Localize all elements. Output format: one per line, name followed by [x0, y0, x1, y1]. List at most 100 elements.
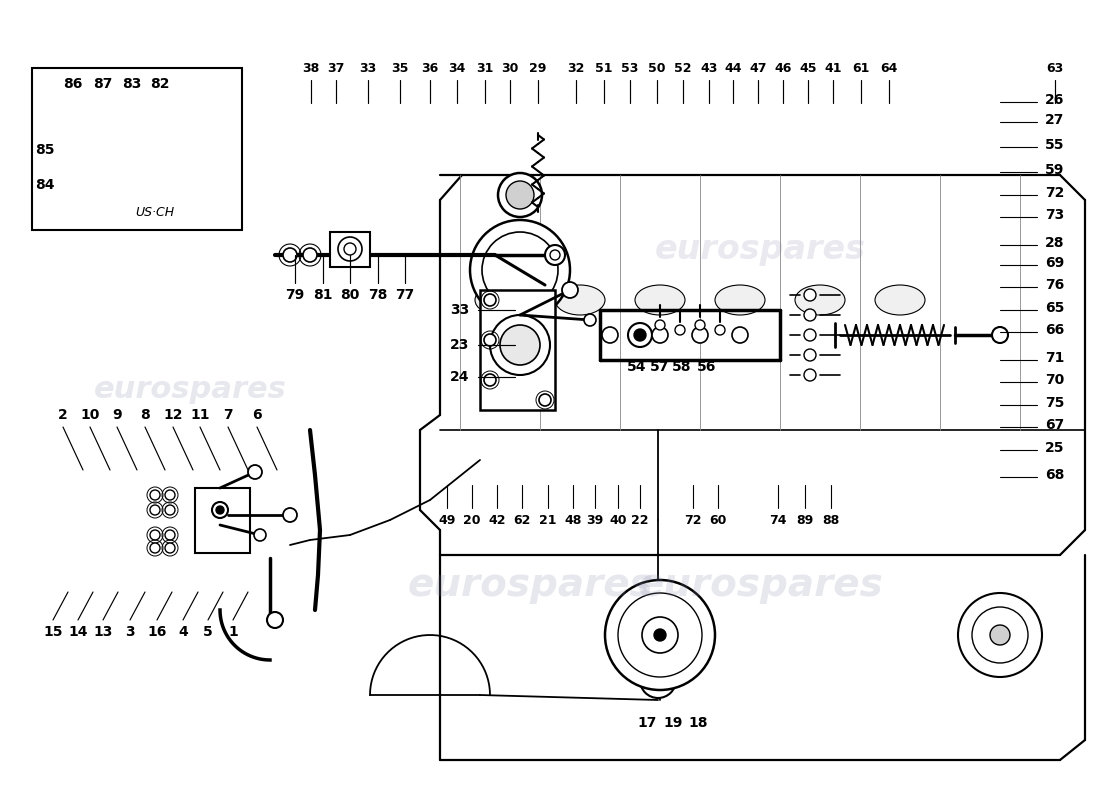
Text: 1: 1 — [228, 625, 238, 639]
Circle shape — [150, 505, 160, 515]
Text: 69: 69 — [1045, 256, 1065, 270]
Text: 41: 41 — [824, 62, 842, 74]
Ellipse shape — [795, 285, 845, 315]
Text: 47: 47 — [749, 62, 767, 74]
Text: 2: 2 — [58, 408, 68, 422]
Text: 8: 8 — [140, 408, 150, 422]
Circle shape — [675, 325, 685, 335]
Circle shape — [344, 243, 356, 255]
Circle shape — [550, 250, 560, 260]
Text: 53: 53 — [621, 62, 639, 74]
Circle shape — [654, 629, 666, 641]
Circle shape — [804, 329, 816, 341]
Circle shape — [216, 506, 224, 514]
Text: 60: 60 — [710, 514, 727, 526]
Text: US·CH: US·CH — [135, 206, 175, 219]
Text: 34: 34 — [449, 62, 465, 74]
Text: 87: 87 — [94, 77, 112, 91]
Circle shape — [544, 245, 565, 265]
Text: 18: 18 — [689, 716, 707, 730]
Text: 20: 20 — [463, 514, 481, 526]
Text: 33: 33 — [450, 303, 470, 317]
Text: 49: 49 — [438, 514, 455, 526]
Circle shape — [484, 294, 496, 306]
Ellipse shape — [475, 285, 525, 315]
Text: 54: 54 — [627, 360, 647, 374]
Text: 45: 45 — [800, 62, 816, 74]
Text: 3: 3 — [125, 625, 135, 639]
Text: 42: 42 — [488, 514, 506, 526]
Circle shape — [267, 612, 283, 628]
Text: 64: 64 — [880, 62, 898, 74]
Text: 17: 17 — [637, 716, 657, 730]
Circle shape — [640, 662, 676, 698]
Circle shape — [283, 508, 297, 522]
Text: 68: 68 — [1045, 468, 1065, 482]
Circle shape — [338, 237, 362, 261]
Text: 22: 22 — [631, 514, 649, 526]
Text: 83: 83 — [122, 77, 142, 91]
Text: 32: 32 — [568, 62, 585, 74]
Text: 48: 48 — [564, 514, 582, 526]
Circle shape — [283, 248, 297, 262]
Text: 65: 65 — [1045, 301, 1065, 315]
Circle shape — [165, 490, 175, 500]
Text: 85: 85 — [35, 143, 55, 157]
Text: 28: 28 — [1045, 236, 1065, 250]
Circle shape — [958, 593, 1042, 677]
Circle shape — [482, 232, 558, 308]
Circle shape — [715, 325, 725, 335]
Text: 44: 44 — [724, 62, 741, 74]
Circle shape — [732, 327, 748, 343]
Text: eurospares: eurospares — [654, 234, 866, 266]
Circle shape — [150, 490, 160, 500]
Circle shape — [642, 617, 678, 653]
Text: 6: 6 — [252, 408, 262, 422]
Circle shape — [498, 173, 542, 217]
Circle shape — [506, 181, 534, 209]
Circle shape — [804, 309, 816, 321]
Text: 88: 88 — [823, 514, 839, 526]
Circle shape — [212, 502, 228, 518]
Circle shape — [92, 164, 104, 176]
Text: 35: 35 — [392, 62, 409, 74]
Circle shape — [618, 593, 702, 677]
Text: 4: 4 — [178, 625, 188, 639]
Circle shape — [654, 320, 666, 330]
Bar — [32, 68, 242, 230]
Text: 56: 56 — [697, 360, 717, 374]
Circle shape — [150, 530, 160, 540]
Text: 36: 36 — [421, 62, 439, 74]
Text: 10: 10 — [80, 408, 100, 422]
Text: 5: 5 — [204, 625, 213, 639]
Circle shape — [163, 165, 173, 175]
Circle shape — [634, 329, 646, 341]
Circle shape — [248, 465, 262, 479]
Bar — [495, 320, 544, 338]
Text: 30: 30 — [502, 62, 519, 74]
Text: 73: 73 — [1045, 208, 1065, 222]
Circle shape — [804, 349, 816, 361]
Circle shape — [500, 325, 540, 365]
Circle shape — [652, 327, 668, 343]
Text: 51: 51 — [595, 62, 613, 74]
Text: 59: 59 — [1045, 163, 1065, 177]
Text: eurospares: eurospares — [407, 566, 653, 604]
Text: 29: 29 — [529, 62, 547, 74]
Circle shape — [484, 334, 496, 346]
Text: 38: 38 — [302, 62, 320, 74]
Text: 31: 31 — [476, 62, 494, 74]
Text: 70: 70 — [1045, 373, 1065, 387]
Text: 58: 58 — [672, 360, 692, 374]
Circle shape — [992, 327, 1008, 343]
Circle shape — [562, 282, 578, 298]
Text: 15: 15 — [43, 625, 63, 639]
Ellipse shape — [556, 285, 605, 315]
Circle shape — [648, 670, 668, 690]
Text: 43: 43 — [701, 62, 717, 74]
Text: 76: 76 — [1045, 278, 1065, 292]
Text: 72: 72 — [684, 514, 702, 526]
Circle shape — [584, 314, 596, 326]
Text: 55: 55 — [1045, 138, 1065, 152]
Text: 71: 71 — [1045, 351, 1065, 365]
